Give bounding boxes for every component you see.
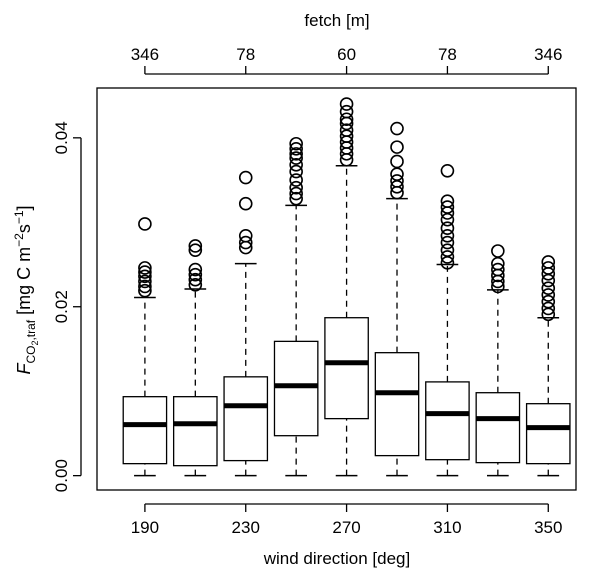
- y-label-part: ,traf: [24, 319, 38, 340]
- y-tick-label: 0.00: [52, 459, 71, 492]
- outlier: [541, 288, 556, 302]
- outlier: [339, 147, 354, 161]
- y-label-part: 2: [30, 341, 40, 346]
- y-tick-label: 0.02: [52, 290, 71, 323]
- outlier: [289, 173, 303, 187]
- x2-tick-label: 78: [438, 45, 457, 64]
- outlier: [238, 240, 253, 255]
- box: [425, 381, 470, 461]
- outlier: [188, 277, 203, 292]
- outlier: [390, 154, 404, 169]
- outlier: [138, 279, 152, 294]
- outlier: [440, 163, 455, 178]
- outlier: [188, 262, 203, 277]
- y-label-part: −1: [12, 210, 26, 224]
- outlier: [289, 180, 303, 195]
- y-axis-title: FCO2,traf [mg C m−2s−1]: [12, 205, 40, 374]
- outlier: [138, 265, 152, 279]
- outlier: [491, 279, 505, 294]
- box: [475, 392, 521, 464]
- x2-tick-label: 78: [236, 45, 255, 64]
- x2-tick-label: 346: [534, 45, 562, 64]
- outlier: [339, 112, 354, 127]
- outlier: [541, 301, 556, 316]
- outlier: [289, 142, 303, 156]
- x2-tick-label: 346: [131, 45, 159, 64]
- x2-axis-title: fetch [m]: [304, 11, 369, 30]
- outlier: [541, 266, 556, 281]
- outlier: [491, 268, 505, 283]
- x-tick-label: 190: [131, 518, 159, 537]
- outlier: [541, 307, 556, 322]
- outlier: [238, 196, 253, 211]
- x-tick-label: 230: [232, 518, 260, 537]
- outlier: [440, 206, 455, 220]
- x-tick-label: 350: [534, 518, 562, 537]
- outlier: [138, 283, 152, 298]
- outlier: [440, 250, 455, 264]
- outlier: [440, 212, 455, 227]
- box: [223, 376, 269, 462]
- outlier: [289, 164, 303, 179]
- outlier: [491, 244, 505, 258]
- outlier: [339, 152, 354, 167]
- x2-tick-label: 60: [337, 45, 356, 64]
- y-label-part: ]: [14, 205, 34, 210]
- outlier: [440, 228, 455, 243]
- y-label-part: −2: [12, 233, 26, 247]
- outlier: [138, 274, 152, 289]
- outlier: [188, 239, 203, 253]
- box: [172, 396, 218, 467]
- outlier: [491, 274, 505, 289]
- y-label-part: CO: [24, 346, 38, 364]
- x-tick-label: 310: [433, 518, 461, 537]
- outlier: [238, 235, 253, 250]
- y-label-part: s: [14, 224, 34, 233]
- box: [374, 352, 420, 457]
- outlier: [541, 281, 556, 295]
- x-axis-title: wind direction [deg]: [263, 549, 410, 568]
- box: [525, 403, 571, 465]
- outlier: [390, 180, 404, 194]
- outlier: [289, 136, 303, 151]
- outlier: [138, 261, 152, 275]
- outlier: [390, 185, 404, 200]
- y-label-part: [mg C m: [14, 247, 34, 320]
- outlier: [188, 267, 203, 282]
- plot-frame: [96, 87, 577, 491]
- outlier: [289, 147, 303, 161]
- outlier: [440, 256, 455, 270]
- outlier: [289, 186, 303, 201]
- box: [273, 340, 319, 437]
- y-label-part: F: [14, 363, 34, 375]
- outlier: [440, 221, 455, 235]
- outlier: [390, 121, 404, 136]
- outlier: [339, 97, 354, 111]
- outlier: [188, 243, 203, 257]
- outlier: [390, 140, 404, 154]
- outlier: [138, 217, 152, 231]
- box: [122, 396, 168, 465]
- x-tick-label: 270: [332, 518, 360, 537]
- outlier: [138, 269, 152, 284]
- outlier: [188, 272, 203, 287]
- outlier: [440, 235, 455, 250]
- outlier: [289, 158, 303, 172]
- box: [324, 317, 369, 420]
- outlier: [289, 151, 303, 165]
- outlier: [541, 273, 556, 288]
- outlier: [238, 170, 253, 185]
- y-tick-label: 0.04: [52, 121, 71, 154]
- outlier: [289, 191, 303, 206]
